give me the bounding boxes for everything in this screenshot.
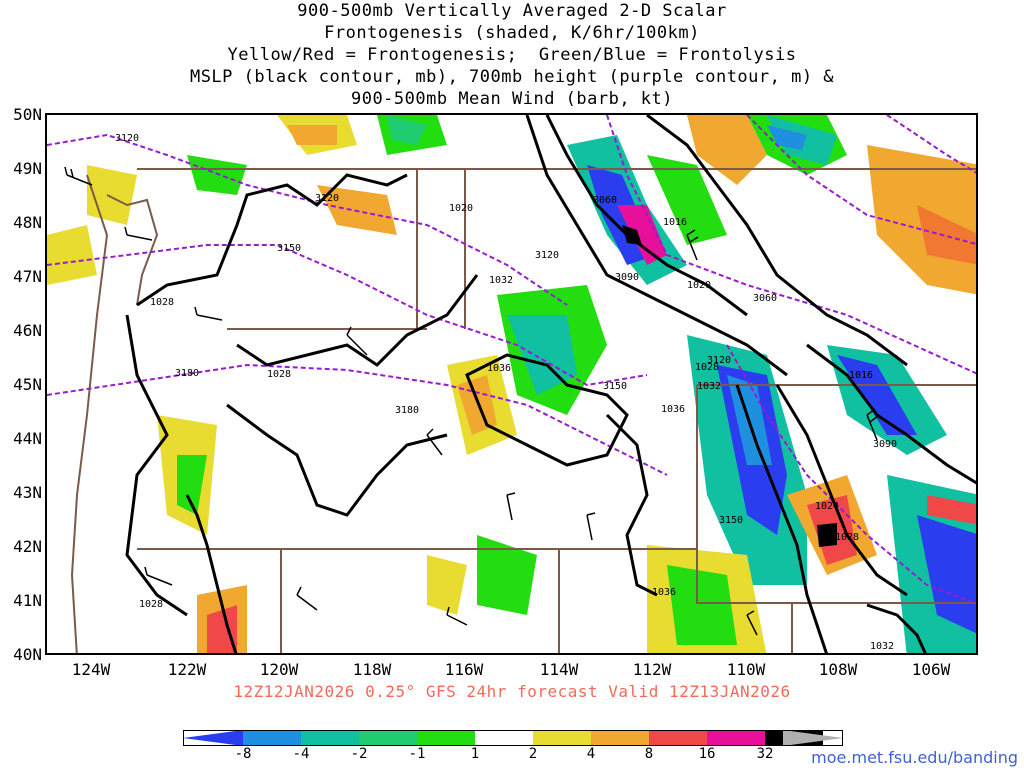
pressure-label: 1032 — [870, 641, 894, 652]
colorbar-label: 32 — [756, 746, 774, 762]
title-line-1: 900-500mb Vertically Averaged 2-D Scalar — [297, 1, 727, 21]
credit-link[interactable]: moe.met.fsu.edu/banding — [811, 748, 1018, 767]
pressure-label: 1028 — [267, 369, 291, 380]
height-label: 3120 — [115, 133, 139, 144]
lon-label-116w: 116W — [444, 660, 484, 679]
lon-label-112w: 112W — [632, 660, 672, 679]
colorbar-swatch — [183, 730, 243, 746]
colorbar-swatch — [783, 730, 843, 746]
title-line-3: Yellow/Red = Frontogenesis; Green/Blue =… — [227, 45, 797, 65]
height-label: 3150 — [719, 515, 743, 526]
height-labels: 3120 3120 3150 3180 3180 3060 3090 3120 … — [115, 133, 897, 526]
title-line-4: MSLP (black contour, mb), 700mb height (… — [189, 67, 835, 87]
mslp-contours — [125, 115, 976, 653]
colorbar-label: -2 — [350, 746, 368, 762]
colorbar-label: 4 — [586, 746, 596, 762]
height-label: 3090 — [873, 439, 897, 450]
lat-label-47n: 47N — [13, 267, 42, 286]
height-label: 3180 — [395, 405, 419, 416]
border-wy-ut-co — [696, 385, 976, 604]
colorbar-label: -8 — [234, 746, 252, 762]
colorbar-label: 8 — [644, 746, 654, 762]
colorbar-label: 2 — [528, 746, 538, 762]
colorbar-label: -4 — [292, 746, 310, 762]
height-label: 3120 — [707, 355, 731, 366]
colorbar-swatch — [533, 730, 591, 746]
pressure-label: 1036 — [652, 587, 676, 598]
lon-label-110w: 110W — [726, 660, 766, 679]
title-line-2: Frontogenesis (shaded, K/6hr/100km) — [324, 23, 700, 43]
lon-label-114w: 114W — [539, 660, 579, 679]
lat-label-45n: 45N — [13, 375, 42, 394]
lat-label-41n: 41N — [13, 591, 42, 610]
pressure-label: 1028 — [835, 532, 859, 543]
colorbar-swatch — [475, 730, 533, 746]
colorbar-swatch — [649, 730, 707, 746]
pressure-label: 1036 — [661, 404, 685, 415]
height-label: 3180 — [175, 368, 199, 379]
colorbar-label: 16 — [698, 746, 716, 762]
lon-label-122w: 122W — [167, 660, 207, 679]
height-label: 3120 — [535, 250, 559, 261]
pressure-label: 1024 — [815, 501, 839, 512]
colorbar-swatch — [359, 730, 417, 746]
lon-label-124w: 124W — [71, 660, 111, 679]
lat-label-50n: 50N — [13, 105, 42, 124]
lon-label-118w: 118W — [352, 660, 392, 679]
pressure-labels: 1028 1028 1028 1032 1036 1020 1016 1020 … — [139, 203, 894, 652]
height-label: 3090 — [615, 272, 639, 283]
pressure-label: 1028 — [139, 599, 163, 610]
pressure-label: 1036 — [487, 363, 511, 374]
title-line-5: 900-500mb Mean Wind (barb, kt) — [350, 89, 674, 109]
pressure-label: 1020 — [449, 203, 473, 214]
lat-label-48n: 48N — [13, 213, 42, 232]
height-label: 3120 — [315, 193, 339, 204]
valid-time-line: 12Z12JAN2026 0.25° GFS 24hr forecast Val… — [233, 682, 791, 701]
colorbar — [183, 730, 843, 746]
lat-label-43n: 43N — [13, 483, 42, 502]
colorbar-swatch — [591, 730, 649, 746]
height-label: 3060 — [753, 293, 777, 304]
lon-label-106w: 106W — [911, 660, 951, 679]
colorbar-label: -1 — [408, 746, 426, 762]
height-label: 3150 — [603, 381, 627, 392]
coastline — [70, 174, 109, 653]
colorbar-swatch — [707, 730, 765, 746]
lat-label-42n: 42N — [13, 537, 42, 556]
wind-barbs — [64, 166, 879, 636]
map-svg: 1028 1028 1028 1032 1036 1020 1016 1020 … — [47, 115, 976, 653]
map-panel: 1028 1028 1028 1032 1036 1020 1016 1020 … — [45, 113, 978, 655]
puget-sound — [106, 194, 159, 306]
pressure-label: 1016 — [849, 370, 873, 381]
colorbar-swatch — [301, 730, 359, 746]
lat-label-44n: 44N — [13, 429, 42, 448]
political-borders — [70, 168, 976, 653]
colorbar-swatch — [417, 730, 475, 746]
colorbar-label: 1 — [470, 746, 480, 762]
pressure-label: 1016 — [663, 217, 687, 228]
lon-label-120w: 120W — [259, 660, 299, 679]
pressure-label: 1020 — [687, 280, 711, 291]
colorbar-swatch — [243, 730, 301, 746]
height-label: 3060 — [593, 195, 617, 206]
lat-label-46n: 46N — [13, 321, 42, 340]
lon-label-108w: 108W — [818, 660, 858, 679]
lat-label-40n: 40N — [13, 645, 42, 664]
height-contours — [47, 115, 976, 605]
pressure-label: 1028 — [150, 297, 174, 308]
pressure-label: 1032 — [697, 381, 721, 392]
lat-label-49n: 49N — [13, 159, 42, 178]
pressure-label: 1032 — [489, 275, 513, 286]
height-label: 3150 — [277, 243, 301, 254]
frontogenesis-shading — [47, 115, 976, 653]
pressure-label: 1028 — [695, 362, 719, 373]
